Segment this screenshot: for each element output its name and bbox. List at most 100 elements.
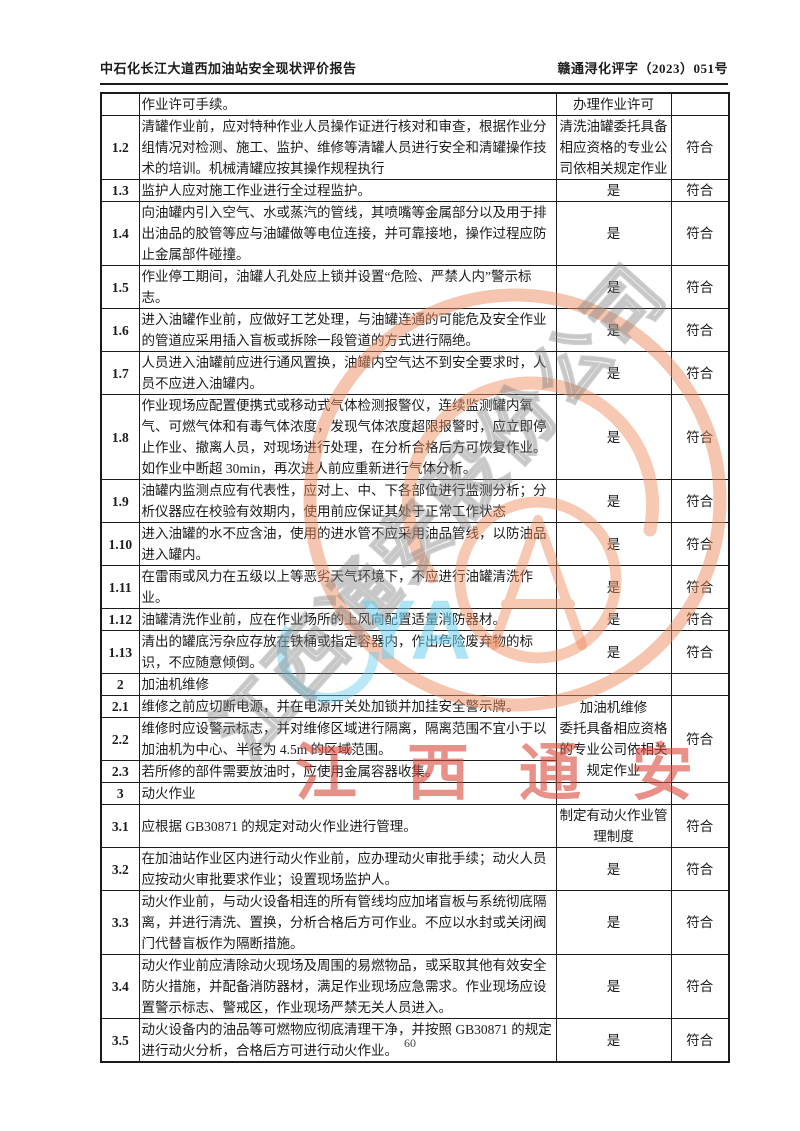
row-number bbox=[100, 92, 140, 116]
row-description: 在雷雨或风力在五级以上等恶劣天气环境下，不应进行油罐清洗作业。 bbox=[138, 565, 557, 609]
row-description: 油罐内监测点应有代表性，应对上、中、下各部位进行监测分析；分析仪器应在校验有效期… bbox=[138, 479, 557, 523]
row-description: 加油机维修 bbox=[138, 673, 557, 696]
row-result bbox=[670, 782, 730, 805]
table-row: 3.1 应根据 GB30871 的规定对动火作业进行管理。 制定有动火作业管理制度符… bbox=[100, 804, 730, 848]
row-description: 动火作业 bbox=[138, 782, 557, 805]
row-number: 1.6 bbox=[100, 308, 140, 352]
row-number: 1.11 bbox=[100, 565, 140, 609]
row-number: 3.3 bbox=[100, 890, 140, 955]
table-row: 1.5 作业停工期间，油罐人孔处应上锁并设置“危险、严禁人内”警示标志。是符合 bbox=[100, 265, 730, 309]
doc-number: 赣通浔化评字（2023）051号 bbox=[557, 61, 728, 76]
row-measure: 是 bbox=[555, 351, 672, 395]
row-description: 作业停工期间，油罐人孔处应上锁并设置“危险、严禁人内”警示标志。 bbox=[138, 265, 557, 309]
table-row: 1.10 进入油罐的水不应含油，使用的进水管不应采用油品管线，以防油品进入罐内。是… bbox=[100, 522, 730, 566]
row-number: 1.9 bbox=[100, 479, 140, 523]
row-result: 符合 bbox=[670, 201, 730, 266]
section-row: 2 加油机维修 bbox=[100, 673, 730, 696]
row-measure bbox=[555, 673, 672, 696]
row-number: 2.2 bbox=[100, 717, 140, 761]
row-number: 1.2 bbox=[100, 115, 140, 180]
row-description: 动火作业前，与动火设备相连的所有管线均应加堵盲板与系统彻底隔离，并进行清洗、置换… bbox=[138, 890, 557, 955]
row-description: 人员进入油罐前应进行通风置换，油罐内空气达不到安全要求时，人员不应进入油罐内。 bbox=[138, 351, 557, 395]
row-description: 进入油罐作业前，应做好工艺处理，与油罐连通的可能危及安全作业的管道应采用插入盲板… bbox=[138, 308, 557, 352]
row-result: 符合 bbox=[670, 522, 730, 566]
row-number: 2 bbox=[100, 673, 140, 696]
table-row: 1.8 作业现场应配置便携式或移动式气体检测报警仪，连续监测罐内氧气、可燃气体和有… bbox=[100, 394, 730, 480]
row-measure: 是 bbox=[555, 954, 672, 1019]
row-description: 维修时应设警示标志，并对维修区域进行隔离，隔离范围不宜小于以加油机为中心、半径为… bbox=[138, 717, 557, 761]
row-description: 监护人应对施工作业进行全过程监护。 bbox=[138, 179, 557, 202]
table-row: 1.4 向油罐内引入空气、水或蒸汽的管线，其喷嘴等金属部分以及用于排出油品的胶管等… bbox=[100, 201, 730, 266]
table-row: 1.11 在雷雨或风力在五级以上等恶劣天气环境下，不应进行油罐清洗作业。是符合 bbox=[100, 565, 730, 609]
row-result: 符合 bbox=[670, 115, 730, 180]
table-row: 3.5 动火设备内的油品等可燃物应彻底清理干净，并按照 GB30871 的规定进行… bbox=[100, 1018, 730, 1063]
table-row: 1.7 人员进入油罐前应进行通风置换，油罐内空气达不到安全要求时，人员不应进入油罐… bbox=[100, 351, 730, 395]
checklist-table-body: 作业许可手续。 办理作业许可 1.2 清罐作业前，应对特种作业人员操作证进行核对和审查… bbox=[100, 92, 730, 1063]
safety-checklist-table: 作业许可手续。 办理作业许可 1.2 清罐作业前，应对特种作业人员操作证进行核对和审查… bbox=[100, 92, 730, 1063]
report-title: 中石化长江大道西加油站安全现状评价报告 bbox=[100, 61, 357, 76]
row-result: 符合 bbox=[670, 847, 730, 891]
row-number: 1.5 bbox=[100, 265, 140, 309]
section-row: 3 动火作业 bbox=[100, 782, 730, 805]
row-measure: 是 bbox=[555, 201, 672, 266]
row-number: 3.4 bbox=[100, 954, 140, 1019]
row-measure: 是 bbox=[555, 479, 672, 523]
row-number: 1.13 bbox=[100, 630, 140, 674]
row-measure: 是 bbox=[555, 1018, 672, 1063]
table-row: 1.2 清罐作业前，应对特种作业人员操作证进行核对和审查，根据作业分组情况对检测、… bbox=[100, 115, 730, 180]
row-number: 3.2 bbox=[100, 847, 140, 891]
row-result: 符合 bbox=[670, 608, 730, 631]
row-number: 3.5 bbox=[100, 1018, 140, 1063]
table-row: 1.12 油罐清洗作业前，应在作业场所的上风向配置适量消防器材。是符合 bbox=[100, 608, 730, 631]
row-number: 3 bbox=[100, 782, 140, 805]
row-description: 维修之前应切断电源，并在电源开关处加锁并加挂安全警示牌。 bbox=[138, 695, 557, 718]
row-measure: 是 bbox=[555, 394, 672, 480]
row-number: 1.12 bbox=[100, 608, 140, 631]
row-measure: 是 bbox=[555, 522, 672, 566]
table-row: 3.4 动火作业前应清除动火现场及周围的易燃物品，或采取其他有效安全防火措施，并配… bbox=[100, 954, 730, 1019]
page-header: 中石化长江大道西加油站安全现状评价报告 赣通浔化评字（2023）051号 bbox=[100, 58, 728, 85]
table-row: 2.3 若所修的部件需要放油时，应使用金属容器收集。 bbox=[100, 760, 729, 783]
row-description: 油罐清洗作业前，应在作业场所的上风向配置适量消防器材。 bbox=[138, 608, 557, 631]
table-row: 2.1 维修之前应切断电源，并在电源开关处加锁并加挂安全警示牌。 加油机维修 委托具… bbox=[100, 695, 730, 783]
row-measure: 是 bbox=[555, 608, 672, 631]
row-description: 向油罐内引入空气、水或蒸汽的管线，其喷嘴等金属部分以及用于排出油品的胶管等应与油… bbox=[138, 201, 557, 266]
row-result: 符合 bbox=[670, 179, 730, 202]
table-row: 2.2 维修时应设警示标志，并对维修区域进行隔离，隔离范围不宜小于以加油机为中心、… bbox=[100, 717, 729, 761]
table-row: 作业许可手续。 办理作业许可 bbox=[100, 92, 730, 116]
table-row: 3.3 动火作业前，与动火设备相连的所有管线均应加堵盲板与系统彻底隔离，并进行清洗… bbox=[100, 890, 730, 955]
row-measure: 是 bbox=[555, 890, 672, 955]
row-measure: 制定有动火作业管理制度 bbox=[555, 804, 672, 848]
row-result: 符合 bbox=[670, 394, 730, 480]
row-description: 清罐作业前，应对特种作业人员操作证进行核对和审查，根据作业分组情况对检测、施工、… bbox=[138, 115, 557, 180]
row-result: 符合 bbox=[670, 954, 730, 1019]
row-description: 动火作业前应清除动火现场及周围的易燃物品，或采取其他有效安全防火措施，并配备消防… bbox=[138, 954, 557, 1019]
table-row: 1.6 进入油罐作业前，应做好工艺处理，与油罐连通的可能危及安全作业的管道应采用插… bbox=[100, 308, 730, 352]
row-measure: 是 bbox=[555, 308, 672, 352]
row-number: 2.1 bbox=[100, 695, 140, 718]
table-row: 1.13 清出的罐底污杂应存放在铁桶或指定容器内，作出危险废弃物的标识，不应随意倾… bbox=[100, 630, 730, 674]
table-row: 1.9 油罐内监测点应有代表性，应对上、中、下各部位进行监测分析；分析仪器应在校验… bbox=[100, 479, 730, 523]
row-measure: 是 bbox=[555, 630, 672, 674]
row-description: 若所修的部件需要放油时，应使用金属容器收集。 bbox=[138, 760, 557, 783]
row-number: 1.8 bbox=[100, 394, 140, 480]
row-result: 符合 bbox=[670, 351, 730, 395]
row-number: 1.10 bbox=[100, 522, 140, 566]
row-result: 符合 bbox=[670, 1018, 730, 1063]
row-description: 应根据 GB30871 的规定对动火作业进行管理。 bbox=[138, 804, 557, 848]
row-result: 符合 bbox=[670, 695, 730, 783]
row-result: 符合 bbox=[670, 890, 730, 955]
row-number: 1.4 bbox=[100, 201, 140, 266]
row-result: 符合 bbox=[670, 479, 730, 523]
row-measure: 是 bbox=[555, 847, 672, 891]
row-result: 符合 bbox=[670, 804, 730, 848]
table-row: 1.3 监护人应对施工作业进行全过程监护。是符合 bbox=[100, 179, 730, 202]
row-result: 符合 bbox=[670, 630, 730, 674]
row-description: 在加油站作业区内进行动火作业前，应办理动火审批手续；动火人员应按动火审批要求作业… bbox=[138, 847, 557, 891]
row-description: 作业现场应配置便携式或移动式气体检测报警仪，连续监测罐内氧气、可燃气体和有毒气体… bbox=[138, 394, 557, 480]
row-number: 3.1 bbox=[100, 804, 140, 848]
row-description: 清出的罐底污杂应存放在铁桶或指定容器内，作出危险废弃物的标识，不应随意倾倒。 bbox=[138, 630, 557, 674]
row-result: 符合 bbox=[670, 565, 730, 609]
row-description: 作业许可手续。 bbox=[138, 92, 557, 116]
